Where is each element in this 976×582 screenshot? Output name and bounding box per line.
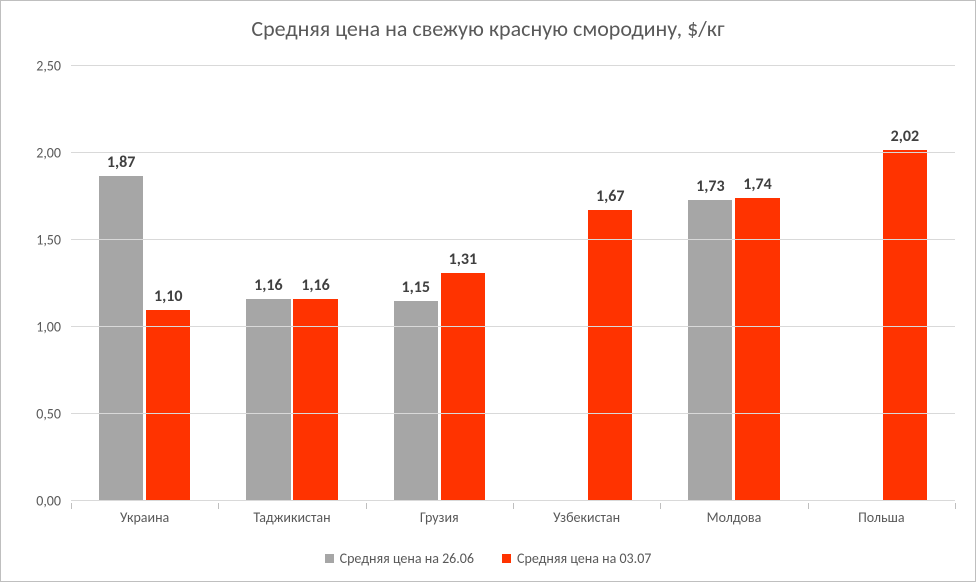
- bar: 1,15: [394, 301, 438, 501]
- bar-value-label: 1,87: [107, 153, 135, 176]
- y-tick-label: 0,50: [36, 406, 71, 423]
- gridline: [71, 152, 955, 153]
- category-group: 1,67Узбекистан: [513, 66, 660, 501]
- x-tick-mark: [513, 503, 514, 509]
- category-group: 2,02Польша: [808, 66, 955, 501]
- bar-value-label: 1,10: [154, 287, 182, 310]
- chart-title: Средняя цена на свежую красную смородину…: [1, 1, 975, 42]
- bar: 1,16: [246, 299, 290, 501]
- bar-value-label: 2,02: [891, 127, 919, 150]
- x-tick-mark: [366, 503, 367, 509]
- bar-value-label: 1,67: [596, 187, 624, 210]
- gridline: [71, 65, 955, 66]
- y-tick-label: 0,00: [36, 493, 71, 510]
- x-tick-mark: [955, 503, 956, 509]
- legend-item: Средняя цена на 03.07: [502, 550, 651, 567]
- bar: 1,16: [293, 299, 337, 501]
- x-tick-marks: [71, 503, 955, 509]
- y-tick-label: 1,00: [36, 319, 71, 336]
- x-tick-mark: [808, 503, 809, 509]
- x-tick-mark: [71, 503, 72, 509]
- gridline: [71, 500, 955, 501]
- category-group: 1,731,74Молдова: [660, 66, 807, 501]
- legend-label: Средняя цена на 26.06: [340, 550, 474, 567]
- gridline: [71, 326, 955, 327]
- category-group: 1,871,10Украина: [71, 66, 218, 501]
- y-tick-label: 2,50: [36, 58, 71, 75]
- legend-label: Средняя цена на 03.07: [517, 550, 651, 567]
- bar: 1,67: [588, 210, 632, 501]
- bar: 1,31: [441, 273, 485, 501]
- bar: 1,10: [146, 310, 190, 501]
- legend-swatch: [502, 554, 511, 563]
- bar: 1,87: [99, 176, 143, 501]
- legend-item: Средняя цена на 26.06: [325, 550, 474, 567]
- bar: 1,74: [735, 198, 779, 501]
- legend-swatch: [325, 554, 334, 563]
- gridline: [71, 413, 955, 414]
- bar-value-label: 1,15: [402, 278, 430, 301]
- bar-value-label: 1,74: [743, 175, 771, 198]
- y-tick-label: 1,50: [36, 232, 71, 249]
- y-tick-label: 2,00: [36, 145, 71, 162]
- category-group: 1,151,31Грузия: [366, 66, 513, 501]
- bar-value-label: 1,73: [696, 177, 724, 200]
- bar-value-label: 1,16: [301, 276, 329, 299]
- plot-area: 1,871,10Украина1,161,16Таджикистан1,151,…: [71, 66, 955, 501]
- category-group: 1,161,16Таджикистан: [218, 66, 365, 501]
- x-tick-mark: [660, 503, 661, 509]
- bar: 1,73: [688, 200, 732, 501]
- bar-value-label: 1,31: [449, 250, 477, 273]
- legend: Средняя цена на 26.06 Средняя цена на 03.…: [1, 550, 975, 567]
- gridline: [71, 239, 955, 240]
- chart-container: Средняя цена на свежую красную смородину…: [0, 0, 976, 582]
- bars-layer: 1,871,10Украина1,161,16Таджикистан1,151,…: [71, 66, 955, 501]
- bar-value-label: 1,16: [254, 276, 282, 299]
- x-tick-mark: [218, 503, 219, 509]
